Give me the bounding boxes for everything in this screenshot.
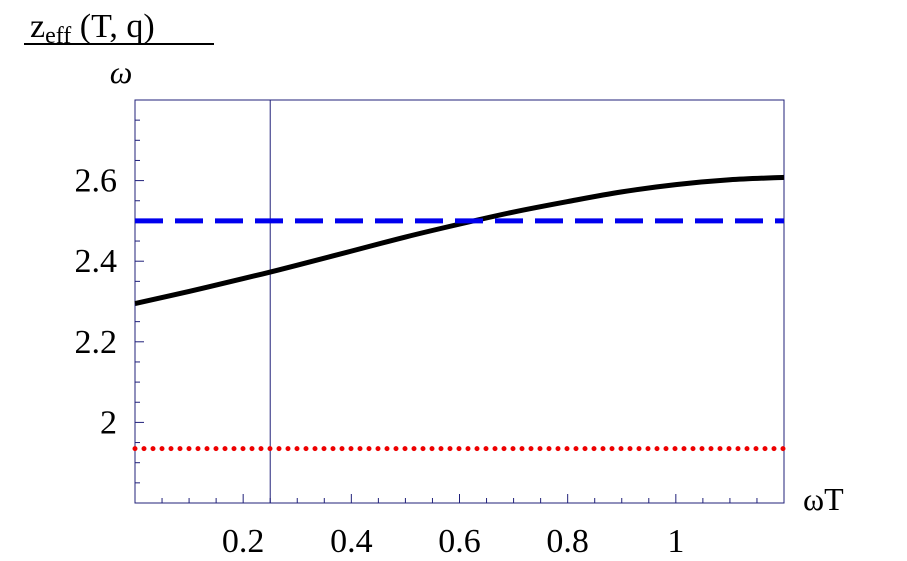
y-tick-label: 2.2 — [75, 324, 118, 361]
x-tick-label: 1 — [667, 523, 684, 560]
svg-text:zeff (T, q): zeff (T, q) — [30, 8, 155, 49]
y-axis-title-rest: (T, q) — [71, 8, 154, 45]
x-tick-label: 0.8 — [546, 523, 589, 560]
series-solid-line — [134, 174, 785, 306]
x-tick-label: 0.2 — [222, 523, 265, 560]
x-axis-title: ωT — [803, 481, 844, 517]
x-tick-label: 0.4 — [330, 523, 373, 560]
series-layer — [132, 100, 787, 503]
y-tick-label: 2.4 — [75, 243, 118, 280]
x-tick-label: 0.6 — [438, 523, 481, 560]
y-axis-title: zeff (T, q) ω — [24, 8, 214, 90]
y-axis-ticks: 2 2.2 2.4 2.6 — [75, 99, 144, 504]
y-axis-title-denominator: ω — [110, 54, 133, 90]
y-axis-title-main: z — [30, 8, 45, 45]
x-axis-ticks: 0.2 0.4 0.6 0.8 1 — [161, 494, 785, 560]
y-axis-title-sub: eff — [45, 23, 71, 49]
plot-frame — [134, 99, 785, 504]
y-tick-label: 2.6 — [75, 163, 118, 200]
y-tick-label: 2 — [100, 404, 117, 441]
